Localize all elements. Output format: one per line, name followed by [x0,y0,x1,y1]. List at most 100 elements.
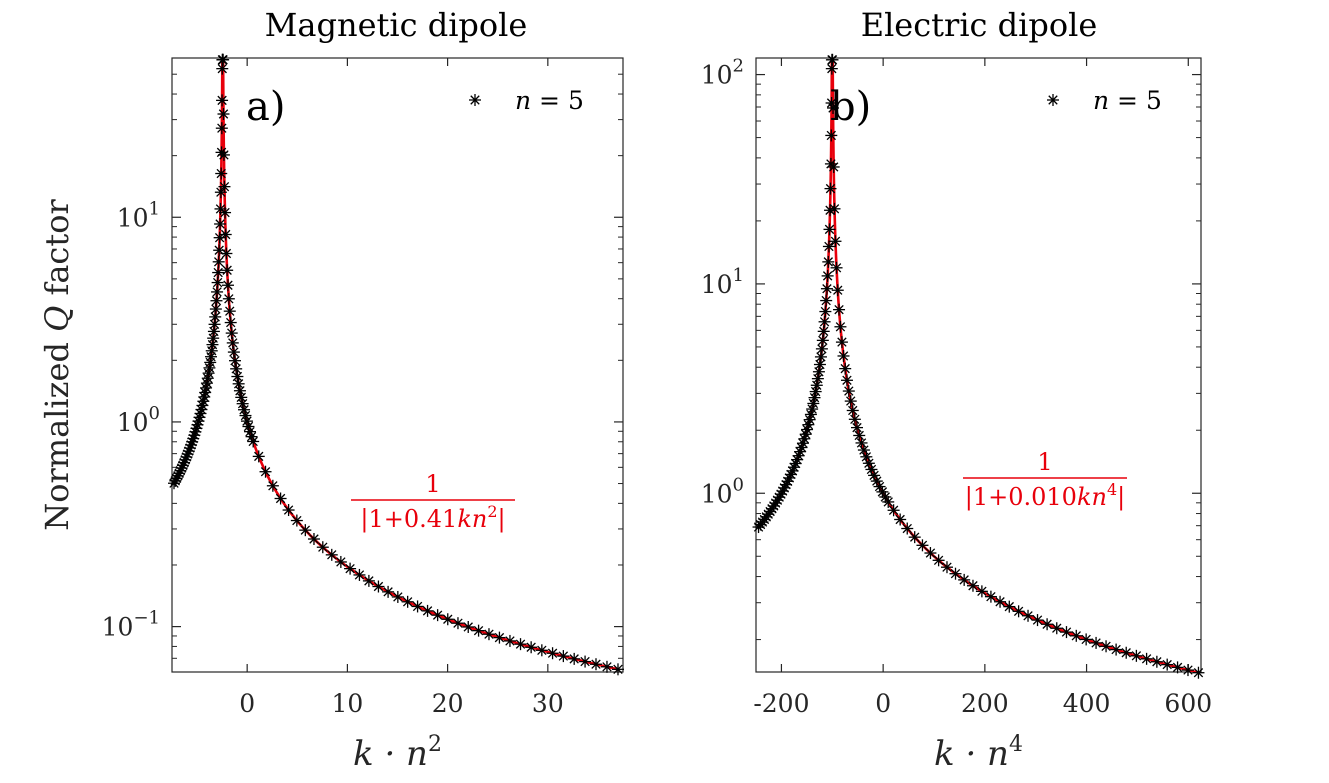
data-point [1022,609,1035,622]
data-point [557,650,570,663]
data-point [901,522,914,535]
data-point [525,641,538,654]
data-point [221,264,234,277]
data-point [493,631,506,644]
data-point [821,269,834,282]
data-point [535,644,548,657]
data-point [230,362,243,375]
data-point [514,638,527,651]
data-point [824,204,837,217]
data-point [844,395,857,408]
data-point [829,235,842,248]
data-point [846,404,859,417]
x-tick-label: 200 [961,689,1009,718]
data-point [218,180,231,193]
data-point [815,342,828,355]
data-point [817,325,830,338]
data-point [818,315,831,328]
data-point [830,261,843,274]
data-point [316,541,329,554]
data-point [1012,605,1025,618]
data-point [204,350,217,363]
data-point [503,634,516,647]
data-point [611,663,624,676]
data-point [482,628,495,641]
data-point [214,217,227,230]
data-point [546,647,559,660]
data-point [233,384,246,397]
data-point [840,374,853,387]
data-point [924,547,937,560]
data-point [1181,664,1194,677]
data-point [834,320,847,333]
data-point [401,595,414,608]
data-point [226,336,239,349]
data-point [215,122,228,135]
x-tick-label: 400 [1063,689,1111,718]
data-point [824,182,837,195]
data-point [266,479,279,492]
data-point [221,279,234,292]
legend-marker-star-icon [469,94,481,106]
x-tick-label: 30 [532,689,564,718]
data-point [837,349,850,362]
data-point [411,600,424,613]
fit-label-numerator: 1 [1037,448,1052,476]
data-point [215,167,228,180]
data-point [212,266,225,279]
data-point [1120,646,1133,659]
x-tick-label: -200 [753,689,809,718]
data-point [211,276,224,289]
data-point [219,228,232,241]
data-point [462,620,475,633]
data-point [362,574,375,587]
data-point [205,344,218,357]
data-point [217,53,230,66]
data-point [882,495,895,508]
y-tick-label: 101 [701,265,744,299]
x-tick-label: 0 [875,689,891,718]
data-point [353,568,366,581]
y-tick-label: 100 [701,474,744,508]
data-point [579,655,592,668]
x-axis-label: k · n4 [934,732,1023,774]
data-point [1130,649,1143,662]
data-point [916,539,929,552]
data-point [842,385,855,398]
data-point [826,53,839,66]
y-tick-label: 101 [117,198,160,232]
data-point [984,590,997,603]
plot-frame [755,57,1202,673]
data-point [220,247,233,260]
y-axis-label: Normalized Q factor [38,199,76,531]
data-point [932,554,945,567]
data-point [228,354,241,367]
y-tick-label: 102 [701,56,744,90]
data-point [825,129,838,142]
data-point [227,346,240,359]
x-axis-label: k · n2 [353,732,442,774]
panel-a-magnetic-dipole: Magnetic dipole 0 10 20 30 10−1 100 101 k · n2 a)… [102,6,624,774]
data-point [223,305,236,318]
data-point [431,609,444,622]
data-point [822,240,835,253]
data-point [975,585,988,598]
data-point [217,148,230,161]
data-point [274,492,287,505]
data-point [1150,655,1163,668]
data-point [833,303,846,316]
data-point [823,223,836,236]
x-tick-label: 0 [239,689,255,718]
data-point [1100,640,1113,653]
panel-label: a) [246,84,285,130]
data-point [217,108,230,121]
data-point [191,418,204,431]
x-tick-label: 10 [331,689,363,718]
data-point [206,338,219,351]
fit-label-numerator: 1 [425,470,440,498]
data-point [816,334,829,347]
data-point [282,504,295,517]
data-point [441,613,454,626]
data-point [806,403,819,416]
data-point [839,362,852,375]
